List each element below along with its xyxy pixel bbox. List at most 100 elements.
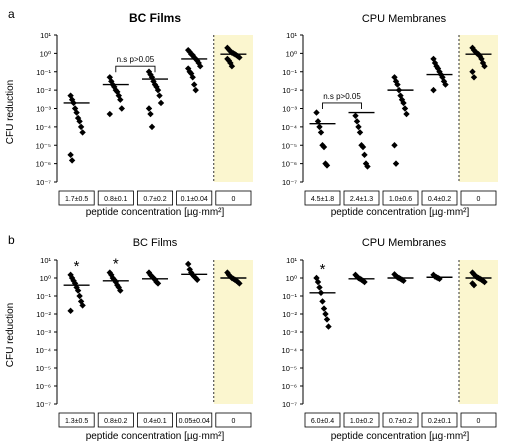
y-tick-label: 10⁻³ [282, 105, 297, 114]
y-tick-label: 10⁰ [40, 49, 51, 58]
category-label: 6.0±0.4 [311, 418, 334, 425]
data-point [353, 118, 361, 125]
category-label: 0 [477, 196, 481, 203]
panel-label-a: a [8, 7, 15, 21]
category-label-box [304, 190, 341, 206]
data-point [359, 143, 367, 151]
data-point [185, 260, 192, 268]
category-label-box [382, 190, 419, 206]
category-label-box [382, 412, 419, 428]
data-point [319, 142, 326, 149]
data-point [145, 68, 153, 75]
data-point [236, 280, 243, 287]
data-point [73, 109, 80, 116]
y-tick-label: 10⁻⁷ [36, 178, 51, 187]
category-label-box [343, 412, 380, 428]
data-point [323, 162, 331, 169]
data-point [77, 123, 85, 131]
data-point [355, 123, 362, 131]
y-tick-label: 10⁻⁷ [36, 400, 51, 409]
data-point [68, 157, 76, 164]
category-label-box [136, 412, 173, 428]
category-label-box [215, 190, 252, 206]
y-tick-label: 10⁻⁷ [282, 178, 297, 187]
chart-title-b-bc: BC Films [133, 237, 178, 249]
x-axis-label-b-bc: peptide concentration [µg·mm²] [86, 431, 225, 442]
data-point [313, 109, 320, 116]
data-point [154, 280, 162, 287]
data-point [403, 110, 410, 118]
data-point [434, 65, 442, 72]
data-point [469, 68, 476, 75]
data-point [147, 110, 154, 118]
y-tick-label: 10⁻⁷ [282, 400, 297, 409]
control-highlight [213, 35, 253, 182]
category-label-box [343, 190, 380, 206]
y-tick-label: 10⁻⁶ [36, 160, 51, 169]
data-point [316, 123, 323, 131]
significance-label: n.s p>0.05 [323, 92, 361, 101]
control-highlight [459, 260, 498, 404]
data-point [117, 96, 124, 103]
data-point [352, 112, 359, 120]
panel-label-b: b [8, 233, 15, 247]
significance-star: * [113, 256, 119, 273]
data-point [479, 59, 487, 67]
data-point [481, 63, 488, 70]
data-point [115, 92, 122, 99]
data-point [320, 143, 328, 151]
data-point [392, 78, 400, 85]
y-tick-label: 10⁻⁴ [35, 123, 51, 132]
data-point [228, 63, 236, 70]
y-axis-label-a: CFU reduction [5, 80, 16, 144]
category-label: 2.4±1.3 [350, 196, 373, 203]
data-point [361, 278, 368, 286]
category-label: 0 [231, 196, 235, 203]
category-label-box [460, 412, 497, 428]
category-label-box [421, 412, 458, 428]
y-tick-label: 10⁻⁵ [36, 141, 51, 150]
data-point [153, 83, 160, 91]
category-label-box [58, 190, 95, 206]
category-label-box [136, 190, 173, 206]
data-point [314, 278, 322, 286]
category-label: 0.8±0.1 [104, 196, 127, 203]
data-point [68, 274, 76, 282]
data-point [364, 163, 371, 170]
significance-bracket [115, 65, 156, 73]
data-point [398, 96, 406, 103]
data-point [76, 292, 83, 300]
category-label-box [460, 190, 497, 206]
data-point [319, 298, 326, 305]
data-point [358, 142, 365, 149]
y-tick-label: 10⁻³ [36, 105, 51, 114]
y-tick-label: 10⁻² [282, 86, 297, 95]
data-point [157, 99, 165, 107]
data-point [67, 151, 74, 159]
data-point [400, 277, 407, 284]
data-point [192, 86, 199, 94]
significance-bracket [322, 102, 362, 109]
data-point [442, 81, 449, 88]
y-tick-label: 10⁻³ [36, 328, 51, 337]
y-tick-label: 10⁻¹ [282, 68, 297, 77]
data-point [147, 71, 154, 78]
data-point [394, 81, 401, 88]
category-label: 0.8±0.2 [104, 418, 127, 425]
data-point [361, 151, 368, 159]
data-point [147, 271, 154, 279]
control-highlight [459, 35, 498, 182]
data-point [148, 74, 156, 81]
y-tick-label: 10⁻¹ [282, 292, 297, 301]
data-point [108, 78, 115, 85]
category-label-box [176, 412, 213, 428]
chart-title-a-bc: BC Films [129, 11, 181, 25]
chart-title-a-cpu: CPU Membranes [362, 13, 447, 25]
plot-area-b-cpu: 10⁻⁷ 10⁻⁶ 10⁻⁵ 10⁻⁴ 10⁻³ 10⁻² 10⁻¹ 10⁰ 10¹ 6.0±0.… [281, 256, 498, 428]
y-tick-label: 10⁻⁴ [281, 346, 297, 355]
y-tick-label: 10¹ [286, 31, 297, 40]
category-label: 0.2±0.1 [428, 418, 451, 425]
category-label: 0 [231, 418, 235, 425]
y-tick-label: 10¹ [40, 31, 51, 40]
y-tick-label: 10⁻² [282, 310, 297, 319]
